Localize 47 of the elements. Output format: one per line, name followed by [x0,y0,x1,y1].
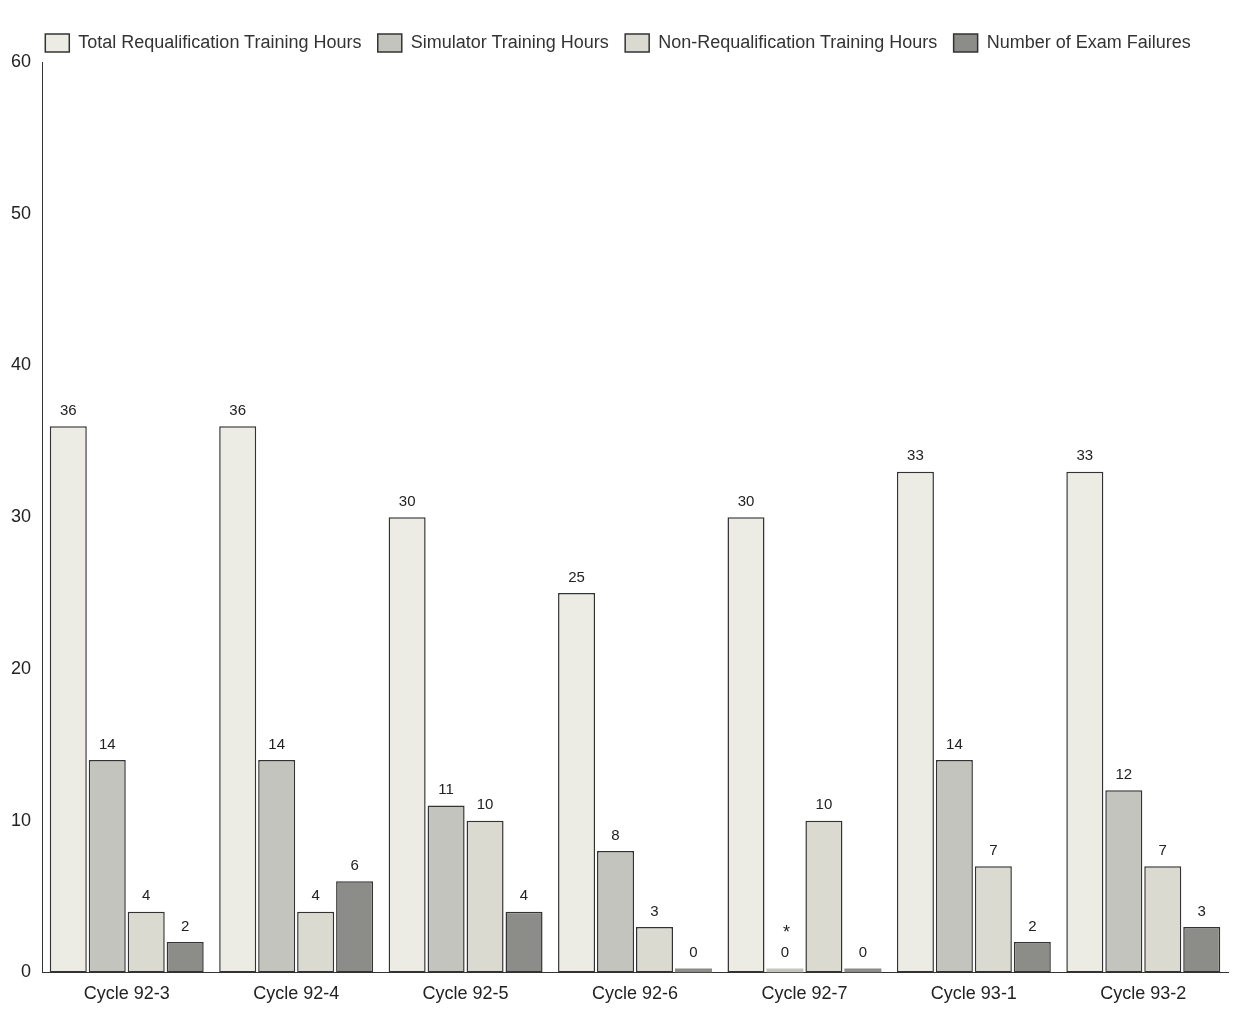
data-label: 0 [689,943,698,961]
x-tick-label: Cycle 92-4 [253,983,340,1004]
y-tick-label: 40 [10,354,32,375]
legend-label: Non-Requalification Training Hours [658,31,938,52]
data-label: 30 [398,491,416,509]
data-label: 12 [1115,764,1133,782]
data-label: 25 [568,567,585,585]
data-label: 4 [142,886,151,904]
legend-label: Simulator Training Hours [410,31,609,52]
annotation: * [782,922,790,943]
data-label: 2 [1028,916,1037,934]
y-tick-label: 60 [10,50,32,71]
data-label: 33 [1076,446,1094,464]
data-label: 3 [1197,901,1206,919]
data-label: 10 [476,795,494,813]
x-tick-label: Cycle 92-6 [591,983,679,1004]
data-label: 30 [737,491,755,509]
data-label: 7 [989,840,998,858]
data-label: 14 [98,734,116,752]
x-tick-label: Cycle 93-2 [1100,983,1187,1004]
data-label: 10 [815,795,833,813]
data-label: 3 [650,901,659,919]
y-tick-label: 0 [21,961,32,982]
y-tick-label: 20 [10,657,32,678]
x-tick-label: Cycle 92-3 [83,983,170,1004]
data-label: 2 [181,916,190,934]
y-tick-label: 10 [10,809,32,830]
legend-label: Number of Exam Failures [986,31,1191,52]
data-label: 36 [229,400,247,418]
data-label: 33 [907,446,924,464]
data-label: 4 [519,886,529,904]
data-label: 14 [268,734,286,752]
data-label: 11 [438,780,454,798]
data-label: 6 [350,856,359,873]
data-label: 0 [780,943,790,961]
data-label: 14 [946,734,963,752]
legend-label: Total Requalification Training Hours [78,31,362,52]
data-label: 0 [858,943,868,961]
x-tick-label: Cycle 93-1 [930,983,1017,1004]
y-tick-label: 50 [10,202,32,223]
x-tick-label: Cycle 92-7 [761,983,848,1004]
x-tick-label: Cycle 92-5 [422,983,509,1004]
y-tick-label: 30 [10,506,32,527]
data-label: 4 [311,886,320,904]
data-label: 7 [1158,840,1167,858]
data-label: 36 [59,400,77,418]
data-label: 8 [611,825,620,843]
